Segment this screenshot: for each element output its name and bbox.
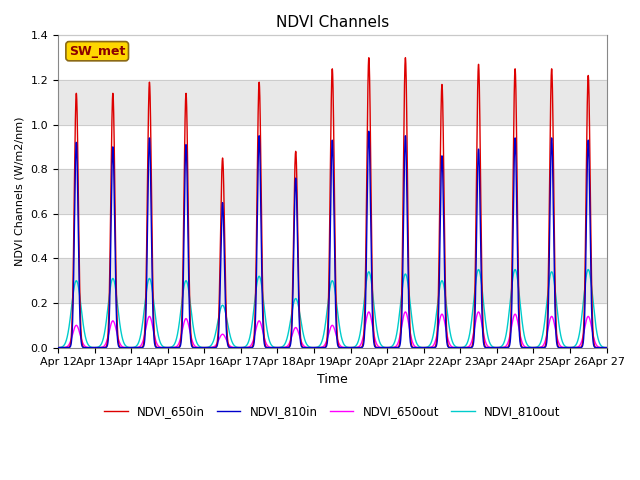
NDVI_810out — [486, 340, 493, 346]
NDVI_810in — [603, 345, 611, 350]
NDVI_810in — [259, 329, 267, 335]
NDVI_650in — [54, 345, 62, 350]
NDVI_810out — [259, 296, 267, 302]
Line: NDVI_650in: NDVI_650in — [58, 58, 607, 348]
NDVI_810in — [54, 345, 62, 350]
NDVI_810in — [408, 344, 416, 350]
Line: NDVI_810in: NDVI_810in — [58, 132, 607, 348]
NDVI_810out — [408, 316, 416, 322]
NDVI_650in — [601, 345, 609, 350]
Bar — [58, 258, 607, 303]
Bar — [58, 169, 607, 214]
Legend: NDVI_650in, NDVI_810in, NDVI_650out, NDVI_810out: NDVI_650in, NDVI_810in, NDVI_650out, NDV… — [99, 400, 565, 423]
NDVI_650in — [401, 55, 409, 60]
Line: NDVI_650out: NDVI_650out — [58, 312, 607, 348]
Title: NDVI Channels: NDVI Channels — [276, 15, 389, 30]
NDVI_810out — [603, 345, 611, 350]
NDVI_650out — [172, 344, 179, 350]
NDVI_650out — [166, 345, 173, 350]
NDVI_810in — [365, 129, 372, 134]
NDVI_810in — [486, 345, 493, 350]
NDVI_650out — [486, 345, 493, 350]
NDVI_650out — [601, 345, 609, 350]
Bar — [58, 80, 607, 124]
NDVI_810in — [166, 345, 173, 350]
NDVI_650in — [259, 314, 267, 320]
NDVI_650out — [408, 337, 416, 343]
NDVI_810in — [601, 345, 609, 350]
X-axis label: Time: Time — [317, 373, 348, 386]
NDVI_810in — [172, 345, 179, 350]
NDVI_650out — [475, 309, 483, 315]
NDVI_810out — [584, 267, 592, 273]
NDVI_810out — [166, 345, 173, 350]
Y-axis label: NDVI Channels (W/m2/nm): NDVI Channels (W/m2/nm) — [15, 117, 25, 266]
NDVI_650out — [54, 345, 62, 350]
Text: SW_met: SW_met — [69, 45, 125, 58]
NDVI_650in — [486, 345, 493, 350]
NDVI_650in — [166, 345, 173, 350]
NDVI_810out — [601, 345, 609, 350]
NDVI_650out — [603, 345, 611, 350]
NDVI_650in — [603, 345, 611, 350]
NDVI_650out — [259, 331, 267, 336]
Line: NDVI_810out: NDVI_810out — [58, 270, 607, 348]
NDVI_810out — [172, 339, 179, 345]
NDVI_650in — [172, 345, 179, 350]
NDVI_810out — [54, 345, 62, 350]
NDVI_650in — [408, 343, 416, 349]
